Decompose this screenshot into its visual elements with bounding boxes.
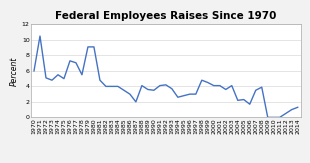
Title: Federal Employees Raises Since 1970: Federal Employees Raises Since 1970 (55, 11, 277, 21)
Y-axis label: Percent: Percent (10, 56, 19, 86)
